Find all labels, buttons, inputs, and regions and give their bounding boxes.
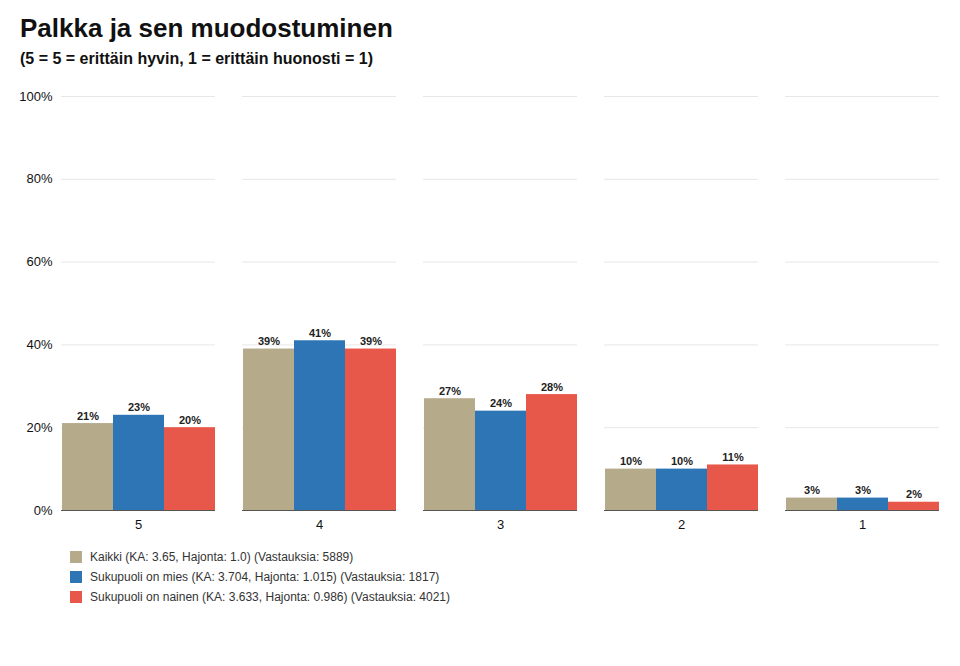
- html-text:(5 = 5 = erittäin hyvin, 1 = e: (5 = 5 = erittäin hyvin, 1 = erittäin hu…: [20, 50, 373, 67]
- svg-text:3: 3: [497, 517, 504, 532]
- svg-text:80%: 80%: [26, 171, 52, 186]
- svg-text:10%: 10%: [671, 455, 693, 467]
- svg-text:100%: 100%: [19, 89, 53, 104]
- svg-text:20%: 20%: [179, 414, 201, 426]
- svg-text:23%: 23%: [128, 401, 150, 413]
- svg-text:0%: 0%: [34, 503, 53, 518]
- svg-text:3%: 3%: [804, 484, 820, 496]
- svg-text:39%: 39%: [258, 335, 280, 347]
- svg-text:11%: 11%: [722, 451, 744, 463]
- svg-text:2%: 2%: [906, 488, 922, 500]
- html-text:Kaikki (KA: 3.65, Hajonta: 1.0: Kaikki (KA: 3.65, Hajonta: 1.0) (Vastauk…: [90, 550, 354, 564]
- svg-text:24%: 24%: [490, 397, 512, 409]
- svg-text:2: 2: [678, 517, 685, 532]
- svg-text:60%: 60%: [26, 254, 52, 269]
- svg-text:21%: 21%: [77, 410, 99, 422]
- html-text:Sukupuoli on mies (KA: 3.704,: Sukupuoli on mies (KA: 3.704, Hajonta: 1…: [90, 570, 440, 584]
- svg-text:4: 4: [316, 517, 323, 532]
- svg-text:5: 5: [135, 517, 142, 532]
- svg-text:10%: 10%: [620, 455, 642, 467]
- svg-text:40%: 40%: [26, 337, 52, 352]
- svg-text:3%: 3%: [855, 484, 871, 496]
- svg-text:27%: 27%: [439, 385, 461, 397]
- html-text:Sukupuoli on nainen (KA: 3.633: Sukupuoli on nainen (KA: 3.633, Hajonta:…: [90, 590, 450, 604]
- svg-text:28%: 28%: [541, 381, 563, 393]
- svg-text:1: 1: [859, 517, 866, 532]
- svg-text:20%: 20%: [26, 420, 52, 435]
- svg-text:39%: 39%: [360, 335, 382, 347]
- html-text:Palkka ja sen muodostuminen: Palkka ja sen muodostuminen: [20, 13, 393, 43]
- svg-text:41%: 41%: [309, 327, 331, 339]
